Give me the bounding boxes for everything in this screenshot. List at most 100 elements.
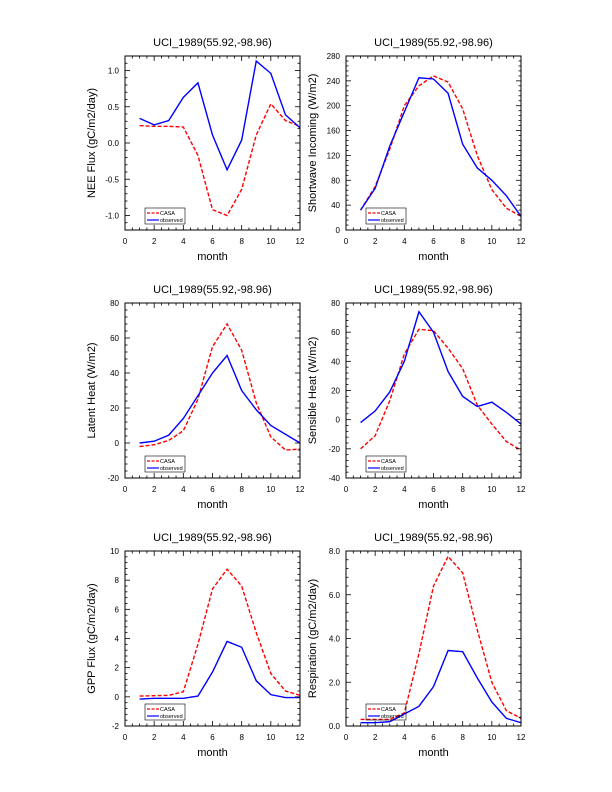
legend-label-casa: CASA (160, 707, 175, 713)
y-tick-label: 0 (115, 439, 120, 448)
y-tick-label: 4.0 (329, 635, 341, 644)
x-axis-label: month (418, 499, 449, 511)
x-tick-label: 12 (296, 237, 305, 246)
legend-box (144, 703, 186, 721)
legend-label-casa: CASA (381, 459, 396, 465)
y-tick-label: 240 (327, 77, 341, 86)
y-tick-label: -20 (107, 474, 119, 483)
x-axis-label: month (197, 499, 228, 511)
x-axis-label: month (197, 251, 228, 263)
x-tick-label: 8 (460, 237, 465, 246)
series-line-casa (139, 102, 300, 217)
y-tick-label: -1.0 (105, 212, 119, 221)
y-tick-label: 10 (110, 547, 119, 556)
x-tick-label: 8 (460, 733, 465, 742)
y-tick-label: 280 (327, 52, 341, 61)
x-tick-label: 2 (152, 733, 157, 742)
x-tick-label: 2 (373, 733, 378, 742)
chart-title: UCI_1989(55.92,-98.96) (153, 532, 272, 544)
x-tick-label: 10 (266, 485, 275, 494)
x-tick-label: 12 (517, 733, 526, 742)
chart-title: UCI_1989(55.92,-98.96) (153, 37, 272, 49)
chart-panel-3: UCI_1989(55.92,-98.96)month Latent Heat (… (86, 284, 305, 511)
y-tick-label: 40 (331, 201, 340, 210)
legend-label-observed: observed (160, 714, 183, 720)
y-tick-label: 60 (331, 328, 340, 337)
x-tick-label: 4 (402, 237, 407, 246)
x-tick-label: 10 (266, 237, 275, 246)
x-tick-label: 4 (181, 237, 186, 246)
y-tick-label: 1.0 (108, 67, 120, 76)
chart-panel-6: UCI_1989(55.92,-98.96)month Respiration (… (307, 532, 526, 759)
legend-box (365, 455, 407, 473)
x-tick-label: 0 (344, 237, 349, 246)
x-tick-label: 2 (152, 485, 157, 494)
chart-title: UCI_1989(55.92,-98.96) (374, 284, 493, 296)
legend-label-observed: observed (381, 466, 404, 472)
series-line-observed (139, 640, 300, 700)
y-tick-label: 0.0 (329, 722, 341, 731)
x-tick-label: 8 (239, 237, 244, 246)
x-tick-label: 0 (344, 733, 349, 742)
y-axis-label: Respiration (gC/m2/day) (307, 579, 319, 698)
y-tick-label: -40 (328, 474, 340, 483)
plot-frame (124, 550, 301, 727)
x-tick-label: 0 (344, 485, 349, 494)
x-tick-label: 6 (431, 237, 436, 246)
series-line-observed (139, 59, 300, 172)
y-tick-label: 8.0 (329, 547, 341, 556)
legend-box (365, 703, 407, 721)
y-tick-label: 4 (115, 635, 120, 644)
series-line-casa (139, 568, 300, 697)
x-tick-label: 8 (460, 485, 465, 494)
x-tick-label: 6 (210, 485, 215, 494)
chart-title: UCI_1989(55.92,-98.96) (374, 37, 493, 49)
y-tick-label: 6 (115, 605, 120, 614)
chart-title: UCI_1989(55.92,-98.96) (374, 532, 493, 544)
y-tick-label: 0 (115, 693, 120, 702)
series-line-casa (360, 328, 521, 451)
chart-panel-1: UCI_1989(55.92,-98.96)month NEE Flux (gC/… (86, 37, 305, 263)
x-tick-label: 6 (210, 237, 215, 246)
legend-box (365, 207, 407, 225)
x-axis-label: month (197, 747, 228, 759)
x-tick-label: 4 (181, 485, 186, 494)
x-axis-label: month (418, 747, 449, 759)
y-axis-label: Latent Heat (W/m2) (86, 343, 98, 439)
x-tick-label: 8 (239, 485, 244, 494)
legend-label-observed: observed (160, 218, 183, 224)
chart-panel-2: UCI_1989(55.92,-98.96)month Shortwave Inc… (307, 37, 526, 263)
y-tick-label: 40 (331, 357, 340, 366)
y-tick-label: 0.5 (108, 103, 120, 112)
y-tick-label: 0.0 (108, 139, 120, 148)
series-line-observed (139, 354, 300, 444)
chart-panel-4: UCI_1989(55.92,-98.96)month Sensible Heat… (307, 284, 526, 511)
legend-label-casa: CASA (381, 211, 396, 217)
y-tick-label: 200 (327, 102, 341, 111)
x-tick-label: 6 (431, 485, 436, 494)
x-tick-label: 10 (487, 237, 496, 246)
plot-frame (345, 302, 522, 479)
x-tick-label: 6 (210, 733, 215, 742)
y-tick-label: -0.5 (105, 175, 119, 184)
x-tick-label: 0 (123, 733, 128, 742)
series-line-observed (360, 310, 521, 425)
legend-label-observed: observed (381, 218, 404, 224)
x-tick-label: 12 (517, 237, 526, 246)
x-tick-label: 10 (266, 733, 275, 742)
x-tick-label: 4 (402, 733, 407, 742)
x-tick-label: 12 (517, 485, 526, 494)
x-tick-label: 12 (296, 733, 305, 742)
series-line-casa (360, 555, 521, 721)
x-tick-label: 8 (239, 733, 244, 742)
y-tick-label: 160 (327, 127, 341, 136)
y-tick-label: 80 (331, 299, 340, 308)
plot-frame (345, 550, 522, 727)
x-tick-label: 12 (296, 485, 305, 494)
legend-label-observed: observed (160, 466, 183, 472)
x-tick-label: 10 (487, 485, 496, 494)
